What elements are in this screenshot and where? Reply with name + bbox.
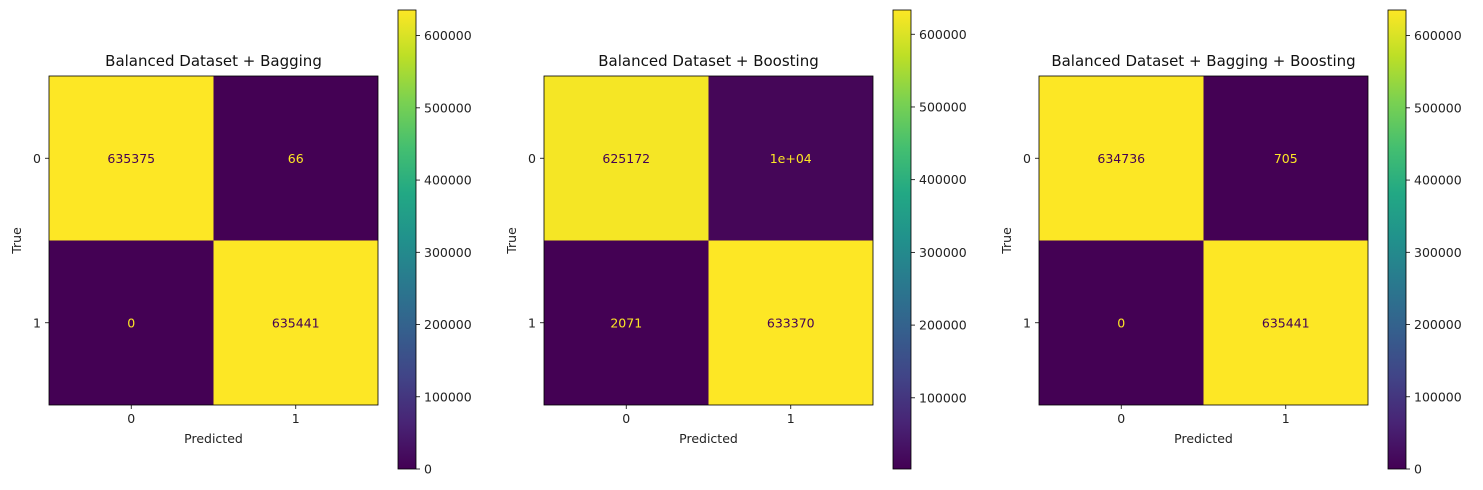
colorbar-tick-label: 400000 <box>919 172 967 187</box>
x-tick-label: 0 <box>1117 411 1125 426</box>
cell-value-label: 633370 <box>767 315 815 330</box>
y-tick-label: 0 <box>528 151 536 166</box>
colorbar-tick-label: 500000 <box>919 99 967 114</box>
colorbar-tick-label: 500000 <box>1414 100 1462 115</box>
cell-value-label: 635441 <box>1262 315 1310 330</box>
matrix-cell <box>213 76 378 241</box>
matrix-cell <box>708 240 873 405</box>
matrix-cell <box>213 240 378 405</box>
matrix-cell <box>708 76 873 241</box>
x-axis-label: Predicted <box>1174 431 1233 446</box>
colorbar-gradient <box>1388 10 1406 469</box>
cell-value-label: 634736 <box>1097 151 1145 166</box>
matrix-cell <box>1039 240 1204 405</box>
x-axis-label: Predicted <box>679 431 738 446</box>
colorbar-tick-label: 200000 <box>1414 317 1462 332</box>
cell-value-label: 1e+04 <box>770 151 812 166</box>
colorbar-tick-label: 400000 <box>1414 173 1462 188</box>
colorbar-frame <box>892 9 912 470</box>
axes-frame <box>48 75 379 406</box>
colorbar-tick-label: 100000 <box>424 389 472 404</box>
y-axis-label: True <box>9 227 24 255</box>
colorbar-tick-label: 100000 <box>919 390 967 405</box>
axes-frame <box>1038 75 1369 406</box>
colorbar-tick-label: 400000 <box>424 173 472 188</box>
matrix-cell <box>544 240 709 405</box>
colorbar-tick-label: 0 <box>424 462 432 477</box>
x-tick-label: 1 <box>787 411 795 426</box>
cell-value-label: 635375 <box>107 151 155 166</box>
cell-value-label: 2071 <box>610 315 642 330</box>
colorbar-tick-label: 600000 <box>919 27 967 42</box>
cell-value-label: 0 <box>127 315 135 330</box>
cell-value-label: 705 <box>1274 151 1298 166</box>
y-axis-label: True <box>504 227 519 255</box>
chart-title: Balanced Dataset + Bagging + Boosting <box>1051 52 1355 70</box>
x-tick-label: 1 <box>1282 411 1290 426</box>
colorbar-tick-label: 100000 <box>1414 389 1462 404</box>
colorbar-gradient <box>893 10 911 469</box>
colorbar-tick-label: 600000 <box>1414 28 1462 43</box>
x-tick-label: 0 <box>622 411 630 426</box>
y-tick-label: 0 <box>1023 151 1031 166</box>
x-axis-label: Predicted <box>184 431 243 446</box>
matrix-cell <box>1039 76 1204 241</box>
colorbar-tick-label: 500000 <box>424 100 472 115</box>
colorbar-gradient <box>398 10 416 469</box>
colorbar-tick-label: 200000 <box>424 317 472 332</box>
colorbar-tick-label: 300000 <box>1414 245 1462 260</box>
cell-value-label: 66 <box>288 151 304 166</box>
y-tick-label: 1 <box>33 315 41 330</box>
y-tick-label: 1 <box>528 315 536 330</box>
axes-frame <box>543 75 874 406</box>
y-tick-label: 0 <box>33 151 41 166</box>
colorbar-tick-label: 0 <box>1414 462 1422 477</box>
colorbar-tick-label: 300000 <box>424 245 472 260</box>
colorbar-tick-label: 600000 <box>424 28 472 43</box>
y-axis-label: True <box>999 227 1014 255</box>
cell-value-label: 625172 <box>602 151 650 166</box>
matrix-cell <box>49 76 214 241</box>
matrix-cell <box>1203 76 1368 241</box>
y-tick-label: 1 <box>1023 315 1031 330</box>
colorbar-frame <box>397 9 417 470</box>
colorbar-tick-label: 300000 <box>919 245 967 260</box>
chart-title: Balanced Dataset + Bagging <box>105 52 322 70</box>
colorbar-tick-label: 200000 <box>919 318 967 333</box>
x-tick-label: 0 <box>127 411 135 426</box>
matrix-cell <box>49 240 214 405</box>
matrix-cell <box>544 76 709 241</box>
chart-title: Balanced Dataset + Boosting <box>598 52 819 70</box>
matrix-cell <box>1203 240 1368 405</box>
colorbar-frame <box>1387 9 1407 470</box>
cell-value-label: 0 <box>1117 315 1125 330</box>
cell-value-label: 635441 <box>272 315 320 330</box>
x-tick-label: 1 <box>292 411 300 426</box>
